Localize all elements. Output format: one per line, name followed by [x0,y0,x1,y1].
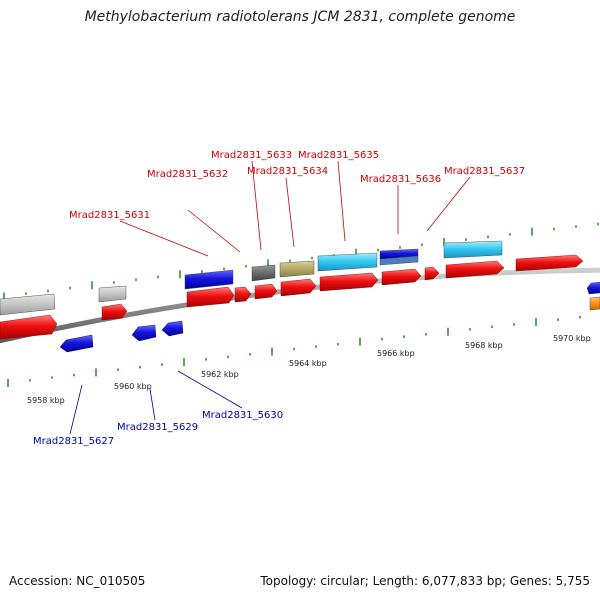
feature-arrow[interactable] [443,240,503,259]
gene-arrow[interactable] [161,320,184,337]
gene-arrow[interactable] [319,272,379,292]
gene-label[interactable]: Mrad2831_5636 [360,174,441,185]
gene-label[interactable]: Mrad2831_5637 [444,166,525,177]
gene-arrow[interactable] [131,324,157,342]
scale-label: 5960 kbp [114,382,152,391]
feature-arrow[interactable] [279,260,315,278]
forward-label-leaders [119,160,471,257]
gene-arrow[interactable] [515,254,584,272]
reverse-strand-genes [59,320,184,353]
gene-arrow[interactable] [280,278,317,297]
feature-arrow[interactable] [379,255,419,266]
gene-arrow[interactable] [445,260,505,279]
gene-label[interactable]: Mrad2831_5631 [69,210,150,221]
gene-label[interactable]: Mrad2831_5634 [247,166,328,177]
forward-strand-genes [0,254,584,340]
reverse-label-leaders [69,370,243,435]
scale-labels: 5958 kbp 5960 kbp 5962 kbp 5964 kbp 5966… [27,334,591,405]
forward-gene-labels: Mrad2831_5631 Mrad2831_5632 Mrad2831_563… [69,150,525,221]
outer-feature-row [0,240,600,316]
feature-arrow[interactable] [317,252,378,272]
gene-label[interactable]: Mrad2831_5632 [147,169,228,180]
scale-label: 5970 kbp [553,334,591,343]
gene-arrow[interactable] [101,303,128,321]
feature-arrow[interactable] [184,269,234,290]
outer-tick-row [3,222,599,301]
map-title: Methylobacterium radiotolerans JCM 2831,… [84,9,516,25]
feature-arrow[interactable] [589,296,600,311]
gene-arrow[interactable] [254,283,278,300]
scale-label: 5966 kbp [377,349,415,358]
gene-label[interactable]: Mrad2831_5629 [117,422,198,433]
feature-arrow[interactable] [586,281,600,295]
feature-arrow[interactable] [251,264,276,282]
scale-label: 5968 kbp [465,341,503,350]
scale-label: 5962 kbp [201,370,239,379]
gene-label[interactable]: Mrad2831_5627 [33,436,114,447]
gene-arrow[interactable] [186,286,235,308]
feature-arrow[interactable] [0,293,56,316]
gene-label[interactable]: Mrad2831_5635 [298,150,379,161]
gene-arrow[interactable] [424,266,440,281]
scale-label: 5958 kbp [27,396,65,405]
gene-label[interactable]: Mrad2831_5633 [211,150,292,161]
gene-arrow[interactable] [234,286,252,303]
gene-arrow[interactable] [59,334,94,353]
accession-text: Accession: NC_010505 [9,574,146,588]
gene-arrow[interactable] [0,314,58,340]
inner-tick-row [7,316,581,387]
scale-label: 5964 kbp [289,359,327,368]
gene-label[interactable]: Mrad2831_5630 [202,410,283,421]
gene-arrow[interactable] [381,268,422,286]
feature-arrow[interactable] [98,285,127,303]
reverse-gene-labels: Mrad2831_5627 Mrad2831_5629 Mrad2831_563… [33,410,283,447]
genome-summary-text: Topology: circular; Length: 6,077,833 bp… [260,574,590,588]
